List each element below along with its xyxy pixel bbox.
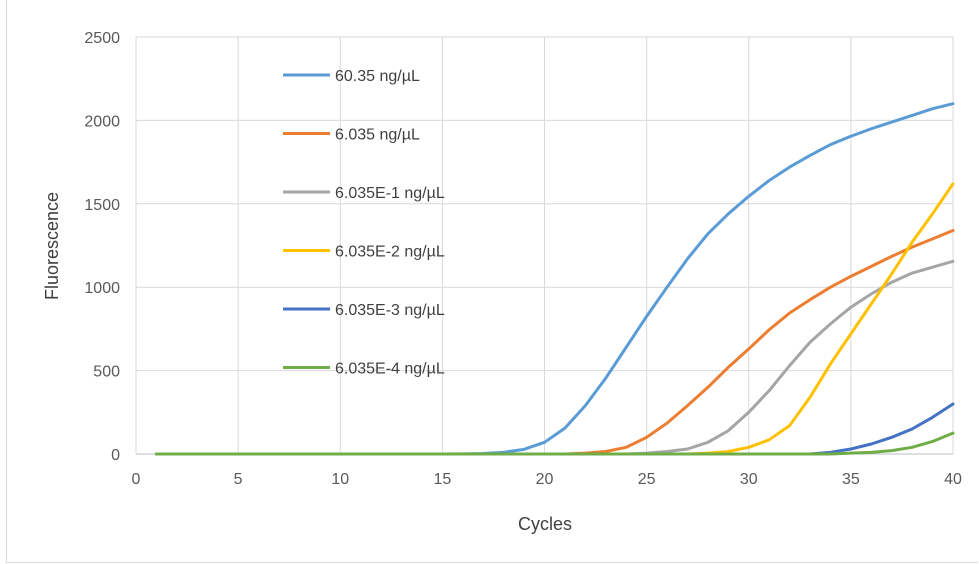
x-tick-label: 10 (331, 471, 349, 488)
legend-label: 6.035E-4 ng/µL (335, 361, 445, 378)
x-tick-label: 30 (740, 471, 758, 488)
x-tick-label: 35 (842, 471, 860, 488)
grid-layer (135, 36, 954, 455)
x-axis-title: Cycles (518, 514, 572, 534)
series-line (154, 431, 955, 456)
y-tick-label: 500 (93, 364, 120, 381)
series-line (154, 402, 955, 456)
legend-label: 6.035E-2 ng/µL (335, 244, 445, 261)
legend-label: 6.035 ng/µL (335, 127, 420, 144)
series-line (154, 102, 955, 456)
legend-label: 6.035E-3 ng/µL (335, 302, 445, 319)
series-line (154, 228, 955, 456)
y-tick-label: 0 (111, 447, 120, 464)
series-layer (154, 102, 955, 456)
x-tick-label: 15 (433, 471, 451, 488)
x-tick-label: 20 (536, 471, 554, 488)
y-tick-label: 2000 (84, 113, 120, 130)
y-tick-label: 2500 (84, 30, 120, 47)
legend-label: 6.035E-1 ng/µL (335, 185, 445, 202)
series-line (154, 182, 955, 456)
legend: 60.35 ng/µL 6.035 ng/µL 6.035E-1 ng/µL 6.03… (283, 68, 445, 378)
x-tick-label: 5 (234, 471, 243, 488)
y-axis-title: Fluorescence (42, 192, 62, 300)
x-tick-label: 0 (132, 471, 141, 488)
y-tick-label: 1000 (84, 280, 120, 297)
chart-frame (6, 0, 978, 563)
legend-label: 60.35 ng/µL (335, 68, 420, 85)
x-tick-label: 25 (638, 471, 656, 488)
y-tick-label: 1500 (84, 197, 120, 214)
axes-layer: 0 5 10 15 20 25 30 35 40 0 500 1000 1500 2000 2500 (84, 30, 962, 488)
x-tick-label: 40 (944, 471, 962, 488)
